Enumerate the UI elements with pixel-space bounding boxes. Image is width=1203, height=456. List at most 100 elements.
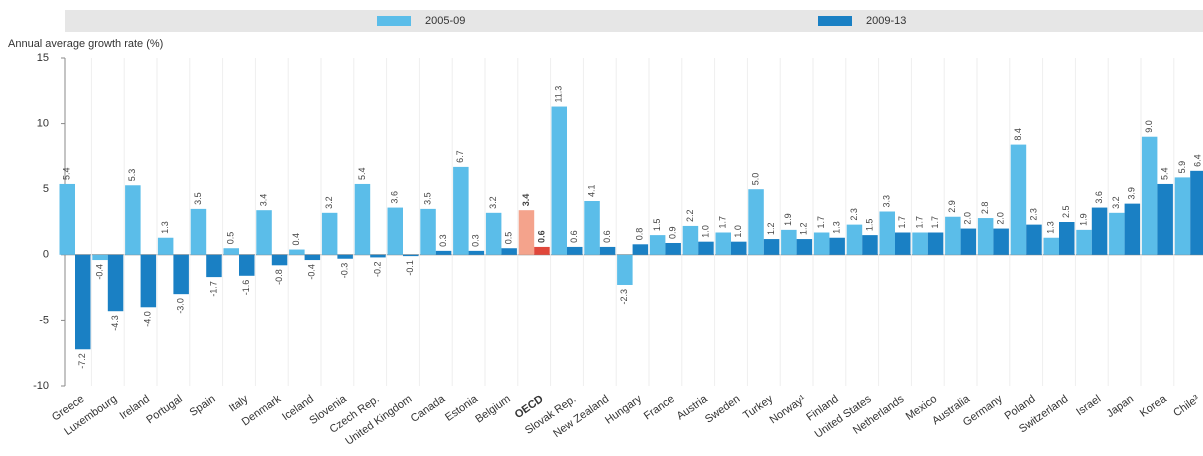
value-label: -4.3	[110, 315, 120, 331]
y-tick-label: 15	[37, 52, 49, 64]
value-label: 3.3	[882, 195, 892, 208]
bar	[862, 235, 878, 255]
bar	[1174, 177, 1191, 255]
value-label: -1.7	[208, 281, 218, 297]
bar	[632, 244, 649, 255]
value-label: 1.0	[700, 225, 710, 238]
bar	[912, 232, 928, 255]
bar	[354, 183, 371, 255]
value-label: 5.3	[127, 169, 137, 182]
bar	[879, 211, 895, 255]
value-label: 0.6	[536, 230, 546, 243]
value-label: 5.0	[750, 173, 760, 186]
x-tick-label: Japan	[1105, 393, 1136, 420]
x-tick-label: France	[642, 393, 677, 422]
value-label: 8.4	[1013, 128, 1023, 141]
value-label: 0.6	[602, 230, 612, 243]
value-label: 1.3	[1046, 221, 1056, 234]
bar	[453, 166, 469, 255]
legend-band	[65, 10, 1203, 32]
value-label: -0.8	[274, 269, 284, 285]
value-label: 3.2	[324, 196, 334, 209]
value-label: -4.0	[143, 311, 153, 327]
value-label: 1.2	[799, 223, 809, 236]
value-label: 3.5	[422, 192, 432, 205]
bar	[1059, 222, 1075, 255]
bar	[829, 237, 845, 255]
bar	[140, 254, 157, 308]
value-label: 1.7	[897, 216, 907, 229]
bar	[403, 254, 419, 257]
value-label: 1.7	[914, 216, 924, 229]
value-label: 0.5	[226, 232, 236, 245]
bar	[59, 183, 75, 255]
value-label: 5.4	[62, 167, 72, 180]
bar	[665, 242, 681, 255]
bar	[945, 216, 961, 255]
value-label: 1.0	[733, 225, 743, 238]
bar	[960, 228, 977, 255]
value-label: 4.1	[586, 184, 596, 197]
bar	[1141, 136, 1158, 255]
value-label: 1.2	[766, 223, 776, 236]
value-label: -7.2	[77, 353, 87, 369]
bar	[420, 208, 436, 255]
value-label: 1.5	[864, 219, 874, 232]
x-tick-label: Portugal	[144, 393, 184, 426]
bar	[846, 224, 863, 255]
bar	[435, 250, 452, 255]
value-label: 2.0	[996, 212, 1006, 225]
value-label: -0.2	[372, 261, 382, 277]
bar	[1026, 224, 1042, 255]
value-label: -0.4	[94, 264, 104, 280]
bar	[485, 212, 502, 255]
bar	[796, 239, 813, 255]
bar	[551, 106, 567, 255]
bar	[715, 232, 731, 255]
y-axis-label: Annual average growth rate (%)	[8, 38, 163, 50]
value-label: 2.8	[980, 202, 990, 215]
bar	[748, 189, 764, 255]
bar	[1010, 144, 1027, 255]
bar	[977, 218, 994, 255]
x-tick-label: Hungary	[603, 393, 644, 427]
bar	[370, 254, 386, 258]
value-label: -3.0	[176, 298, 186, 314]
bar	[289, 249, 305, 255]
bar	[1076, 229, 1092, 255]
bar	[239, 254, 255, 276]
value-label: 9.0	[1144, 120, 1154, 133]
bar	[518, 210, 535, 255]
legend-label: 2005-09	[425, 15, 465, 27]
bar	[190, 208, 207, 255]
value-label: 6.4	[1192, 154, 1202, 167]
value-label: 0.6	[569, 230, 579, 243]
value-label: 2.9	[947, 200, 957, 213]
y-tick-label: 10	[37, 118, 49, 130]
value-label: 1.9	[783, 213, 793, 226]
value-label: 3.2	[488, 196, 498, 209]
bar	[321, 212, 338, 255]
value-label: 0.3	[438, 234, 448, 247]
bar	[256, 210, 272, 255]
y-tick-label: 0	[43, 249, 49, 261]
value-label: 1.9	[1078, 213, 1088, 226]
bar	[698, 241, 714, 255]
y-tick-label: 5	[43, 183, 49, 195]
value-label: 5.9	[1177, 161, 1187, 174]
bar	[617, 254, 633, 285]
bar	[895, 232, 911, 255]
bar	[468, 250, 485, 255]
bar	[206, 254, 222, 278]
value-label: -0.4	[307, 264, 317, 280]
x-tick-label: Belgium	[473, 393, 512, 426]
bar	[92, 254, 108, 261]
value-label: 2.3	[849, 208, 859, 221]
value-label: 1.7	[816, 216, 826, 229]
bar	[993, 228, 1009, 255]
x-tick-label: Sweden	[703, 393, 742, 426]
bar	[125, 185, 141, 255]
value-label: -1.6	[241, 280, 251, 296]
bar	[107, 254, 124, 312]
bar	[584, 201, 600, 255]
